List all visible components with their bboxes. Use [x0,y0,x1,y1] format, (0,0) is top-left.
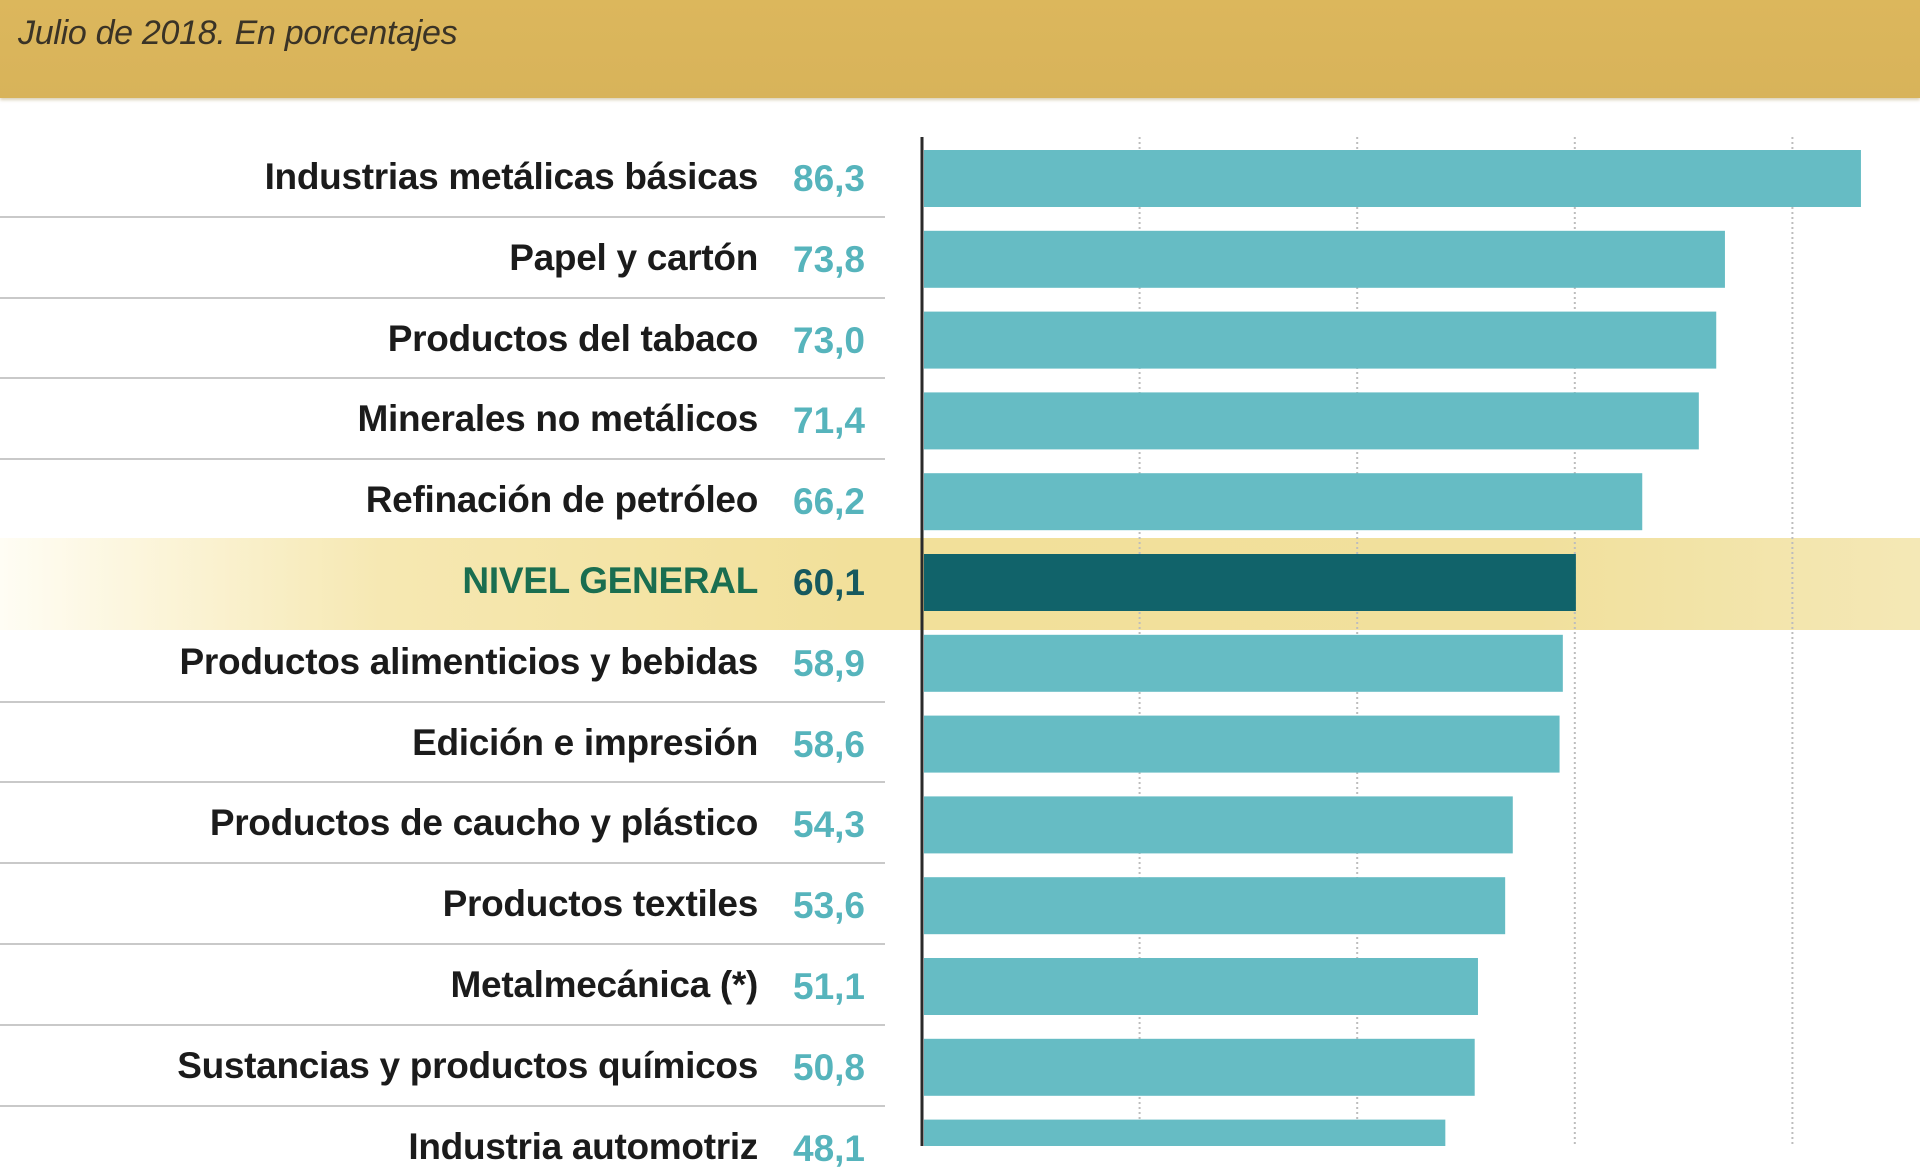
bar [924,715,1560,773]
bar-highlight [924,554,1576,611]
row-separator [0,1104,885,1107]
bar [924,1038,1475,1096]
row-separator [0,700,885,703]
bar [924,1119,1446,1146]
category-label: Minerales no metálicos [357,398,758,440]
value-label: 50,8 [793,1046,866,1088]
category-label: Sustancias y productos químicos [177,1044,758,1086]
value-label: 60,1 [793,562,866,603]
value-label: 86,3 [793,158,866,199]
category-label: Industrias metálicas básicas [264,156,759,197]
category-label: Metalmecánica (*) [450,964,759,1005]
chart-subtitle: Julio de 2018. En porcentajes [18,14,458,52]
bar [924,634,1563,692]
row-separator [0,215,885,218]
category-label: Productos del tabaco [387,317,759,359]
category-label: Productos alimenticios y bebidas [179,640,759,682]
row-separator [0,1023,885,1026]
value-label: 58,9 [793,642,866,684]
value-label: 53,6 [793,885,866,927]
bar [924,150,1861,207]
category-label: Refinación de petróleo [365,479,759,521]
category-label: NIVEL GENERAL [462,560,758,601]
bar [924,311,1717,369]
category-label: Productos de caucho y plástico [209,802,758,844]
row-separator [0,943,885,945]
row-separator [0,296,885,299]
row-separator [0,458,885,461]
category-label: Papel y cartón [509,236,758,278]
value-label: 71,4 [793,400,866,442]
row-separator [0,862,885,865]
row-separator [0,781,885,784]
bar [924,796,1513,854]
value-label: 58,6 [793,723,866,765]
row-separator [0,377,885,380]
header-band: Julio de 2018. En porcentajes [0,0,1920,98]
bar-plot [920,137,1861,1146]
bar [924,958,1478,1015]
value-label: 54,3 [793,804,866,846]
value-label: 66,2 [793,481,866,523]
value-label: 73,0 [793,319,866,361]
bar [924,392,1699,450]
value-label: 73,8 [793,238,866,280]
value-label: 51,1 [793,966,866,1007]
category-label: Edición e impresión [412,721,758,763]
bar [924,877,1506,935]
bar [924,473,1643,531]
category-label: Productos textiles [442,883,759,925]
bar [924,230,1725,288]
